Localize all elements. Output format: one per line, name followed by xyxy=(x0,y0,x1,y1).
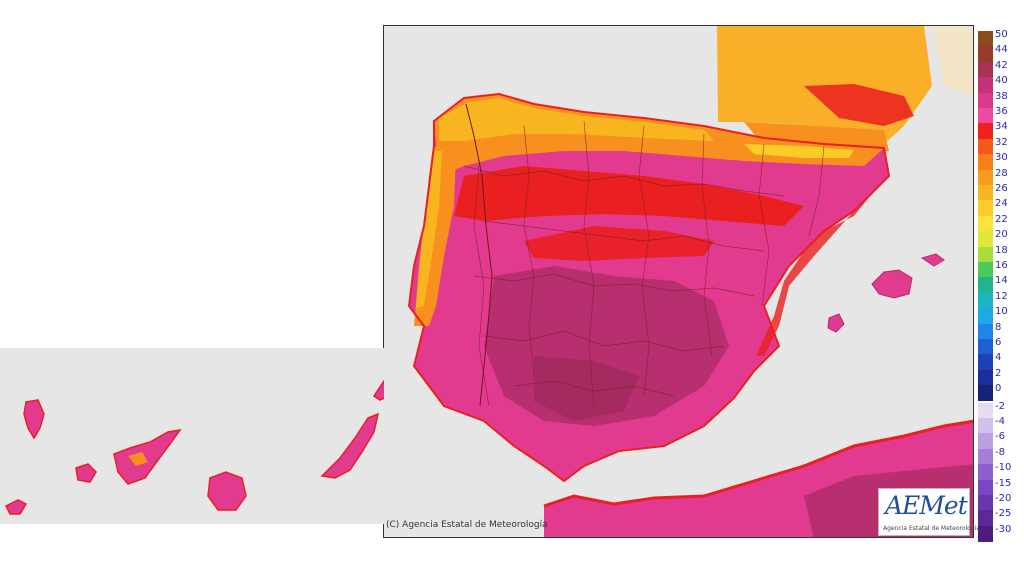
legend-label: 44 xyxy=(995,44,1008,56)
legend-label: -6 xyxy=(995,431,1005,443)
legend-label: 18 xyxy=(995,244,1008,256)
la-gomera-island xyxy=(75,463,97,483)
legend-label: 34 xyxy=(995,121,1008,133)
legend-swatch xyxy=(978,448,993,465)
copyright-text: (C) Agencia Estatal de Meteorología xyxy=(386,520,548,530)
legend-label: 42 xyxy=(995,59,1008,71)
aemet-logo: AEMet Agencia Estatal de Meteorología xyxy=(878,488,980,536)
central-red-streak xyxy=(524,226,714,261)
france-east-edge xyxy=(932,26,973,96)
guadalquivir-hottest xyxy=(534,356,639,421)
legend-swatch xyxy=(978,418,993,434)
legend-label: 50 xyxy=(995,29,1008,40)
legend-label: 0 xyxy=(995,383,1002,395)
temperature-legend: 50 44 42 40 38 36 34 32 30 28 26 24 22 20 18 16 14 12 10 8 6… xyxy=(976,29,1024,542)
legend-swatch xyxy=(978,246,993,263)
legend-swatch xyxy=(978,292,993,309)
peninsula-coastline xyxy=(407,92,891,483)
menorca-island xyxy=(920,253,945,267)
legend-label: 8 xyxy=(995,321,1002,333)
lanzarote-island xyxy=(372,379,384,401)
legend-swatch xyxy=(978,308,993,325)
legend-label: 16 xyxy=(995,260,1008,271)
legend-label: -4 xyxy=(995,416,1005,427)
legend-label: -15 xyxy=(995,477,1012,489)
legend-swatch xyxy=(978,525,993,542)
legend-swatch xyxy=(978,464,993,481)
peninsula-map-svg xyxy=(407,26,973,537)
aemet-logo-text: AEMet xyxy=(885,491,968,520)
legend-label: 26 xyxy=(995,183,1008,194)
legend-label: -25 xyxy=(995,508,1012,520)
main-temperature-map xyxy=(383,25,974,538)
legend-swatch xyxy=(978,277,993,294)
legend-label: -20 xyxy=(995,493,1012,504)
legend-swatch xyxy=(978,92,993,109)
legend-label: 24 xyxy=(995,198,1008,210)
ibiza-island xyxy=(827,313,845,333)
legend-label: 4 xyxy=(995,352,1002,364)
teide-cool-spot xyxy=(128,452,148,466)
legend-label: 36 xyxy=(995,106,1008,117)
legend-swatch xyxy=(978,215,993,232)
portugal-coast-yellow xyxy=(416,151,442,308)
legend-label: 40 xyxy=(995,75,1008,87)
legend-swatch xyxy=(978,123,993,140)
legend-label: 10 xyxy=(995,306,1008,318)
legend-swatch xyxy=(978,339,993,355)
canary-islands-inset xyxy=(0,348,384,524)
canary-islands-svg xyxy=(4,379,384,515)
legend-label: 38 xyxy=(995,90,1008,102)
aemet-logo-subtitle: Agencia Estatal de Meteorología xyxy=(883,525,980,532)
legend-label: 28 xyxy=(995,167,1008,179)
pyrenees-cool xyxy=(744,144,854,158)
legend-label: 20 xyxy=(995,229,1008,241)
legend-swatch xyxy=(978,46,993,63)
north-red-band xyxy=(454,166,804,226)
legend-label: 22 xyxy=(995,213,1008,225)
tenerife-island xyxy=(113,428,182,485)
legend-swatch xyxy=(978,402,993,419)
el-hierro-island xyxy=(4,499,28,515)
legend-swatch xyxy=(978,262,993,278)
legend-label: 2 xyxy=(995,367,1002,379)
legend-label: -8 xyxy=(995,446,1005,458)
legend-label: -10 xyxy=(995,462,1012,474)
legend-swatch xyxy=(978,77,993,94)
legend-label: 12 xyxy=(995,290,1008,302)
north-africa-coast-red xyxy=(543,419,973,508)
gran-canaria-island xyxy=(207,471,247,511)
legend-swatch xyxy=(978,385,993,402)
france-hot-spot xyxy=(804,84,914,126)
legend-label: -30 xyxy=(995,523,1012,535)
legend-label: 6 xyxy=(995,337,1002,348)
legend-swatch xyxy=(978,31,993,47)
legend-swatch xyxy=(978,154,993,171)
legend-swatch xyxy=(978,231,993,248)
portugal-border xyxy=(465,103,493,407)
legend-label: 32 xyxy=(995,136,1008,148)
legend-label: -2 xyxy=(995,400,1005,412)
legend-swatch xyxy=(978,479,993,496)
legend-swatch xyxy=(978,495,993,511)
legend-swatch xyxy=(978,433,993,450)
legend-swatch xyxy=(978,169,993,186)
legend-swatch xyxy=(978,61,993,78)
legend-swatch xyxy=(978,323,993,340)
fuerteventura-island xyxy=(320,412,380,479)
legend-swatch xyxy=(978,354,993,371)
north-coast-yellow xyxy=(439,98,714,141)
mallorca-island xyxy=(871,269,913,299)
legend-label: 14 xyxy=(995,275,1008,287)
legend-swatch xyxy=(978,108,993,124)
la-palma-island xyxy=(23,399,45,440)
east-coast-red xyxy=(756,191,874,356)
legend-swatch xyxy=(978,138,993,155)
legend-swatch xyxy=(978,185,993,201)
legend-label: 30 xyxy=(995,152,1008,164)
legend-swatch xyxy=(978,200,993,217)
legend-swatch xyxy=(978,369,993,386)
province-borders xyxy=(463,120,825,407)
legend-swatch xyxy=(978,510,993,527)
